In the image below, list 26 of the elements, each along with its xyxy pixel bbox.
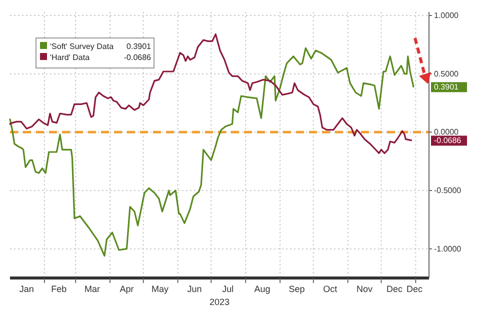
- x-tick-label: Jan: [19, 284, 34, 294]
- x-tick-label: Aug: [254, 284, 270, 294]
- line-series: [9, 33, 412, 154]
- text: -0.0686: [124, 53, 151, 62]
- legend-label: 'Soft' Survey Data: [50, 42, 114, 51]
- y-tick-label: -1.0000: [434, 244, 462, 254]
- y-tick-label: 0.0000: [434, 128, 460, 137]
- y-tick-label: 1.0000: [434, 11, 460, 20]
- x-tick-label: Sep: [288, 284, 305, 294]
- x-tick-label: Apr: [120, 284, 134, 294]
- x-tick-label: Feb: [51, 284, 67, 294]
- annotation: 0.3901: [434, 82, 460, 92]
- annotation: -0.0686: [434, 136, 462, 146]
- text: 0.3901: [126, 42, 151, 51]
- legend-label: 'Hard' Data: [50, 53, 90, 62]
- x-tick-label: Jun: [187, 284, 202, 294]
- y-tick-label: -0.5000: [434, 186, 462, 195]
- x-tick-label: Dec: [406, 284, 424, 294]
- x-tick-label: Jul: [222, 284, 234, 294]
- x-tick-label: May: [152, 284, 170, 294]
- x-tick-label: Oct: [323, 284, 338, 294]
- x-tick-label: Nov: [356, 284, 374, 294]
- x-tick-label: Dec: [386, 284, 404, 294]
- x-tick-label: Mar: [84, 284, 100, 294]
- y-tick-label: 0.5000: [434, 69, 460, 78]
- x-axis-title: 2023: [209, 297, 230, 307]
